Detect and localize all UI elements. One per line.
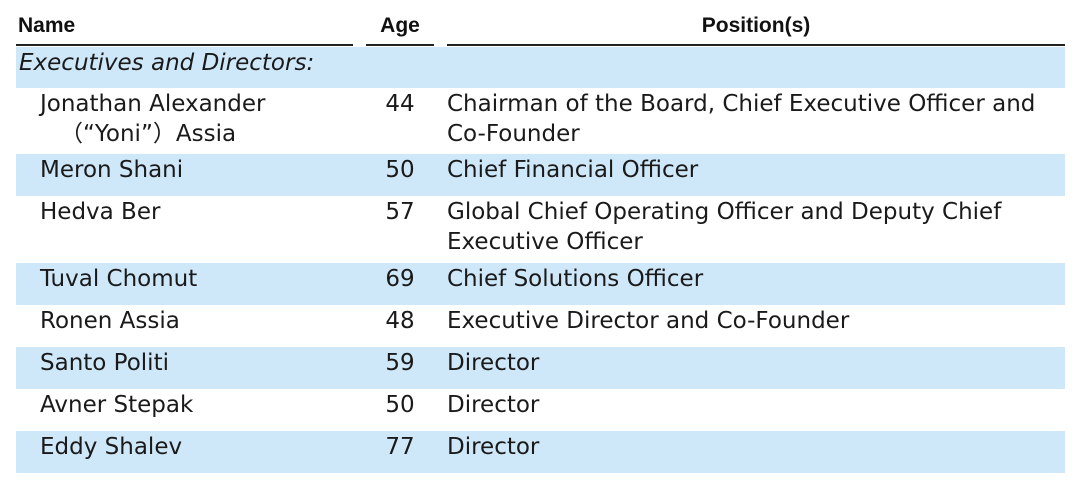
cell-name: Santo Politi (40, 350, 169, 376)
cell-name: Hedva Ber (40, 199, 161, 225)
header-rule-age (366, 44, 434, 46)
cell-position: Director (447, 350, 540, 376)
column-header-age: Age (380, 14, 420, 37)
cell-position: Director (447, 392, 540, 418)
table-row: Hedva Ber 57 Global Chief Operating Offi… (16, 196, 1065, 263)
table-row: Santo Politi 59 Director (16, 347, 1065, 389)
cell-name: Ronen Assia (40, 308, 180, 334)
cell-position: Chief Solutions Officer (447, 266, 704, 292)
column-header-position: Position(s) (701, 14, 811, 37)
cell-name: Eddy Shalev (40, 434, 183, 460)
table-row: Eddy Shalev 77 Director (16, 431, 1065, 473)
cell-name: Tuval Chomut (40, 266, 198, 292)
cell-position: Executive Director and Co-Founder (447, 308, 850, 334)
cell-position: Chief Financial Officer (447, 157, 699, 183)
cell-age: 48 (385, 308, 415, 334)
cell-age: 69 (385, 266, 415, 292)
table-row: Tuval Chomut 69 Chief Solutions Officer (16, 263, 1065, 305)
name-line1: Jonathan Alexander (40, 91, 266, 117)
table-row: Avner Stepak 50 Director (16, 389, 1065, 431)
header-rule-name (16, 44, 353, 46)
cell-name: Avner Stepak (40, 392, 194, 418)
cell-age: 57 (385, 199, 415, 225)
column-header-name: Name (18, 14, 76, 37)
cell-age: 59 (385, 350, 415, 376)
table-row: Jonathan Alexander （“Yoni”）Assia 44 Chai… (16, 88, 1065, 154)
cell-position: Global Chief Operating Officer and Deput… (447, 199, 1002, 255)
cell-age: 50 (385, 157, 415, 183)
header-rule-position (447, 44, 1065, 46)
cell-position: Chairman of the Board, Chief Executive O… (447, 91, 1036, 147)
cell-position: Director (447, 434, 540, 460)
table-row: Meron Shani 50 Chief Financial Officer (16, 154, 1065, 196)
section-label: Executives and Directors: (19, 50, 315, 76)
name-line2: （“Yoni”）Assia (60, 121, 237, 147)
cell-age: 44 (385, 91, 415, 117)
cell-name: Meron Shani (40, 157, 184, 183)
table-row: Ronen Assia 48 Executive Director and Co… (16, 305, 1065, 347)
cell-age: 50 (385, 392, 415, 418)
cell-age: 77 (385, 434, 415, 460)
section-row: Executives and Directors: (16, 47, 1065, 88)
cell-name: Jonathan Alexander （“Yoni”）Assia (40, 89, 360, 149)
